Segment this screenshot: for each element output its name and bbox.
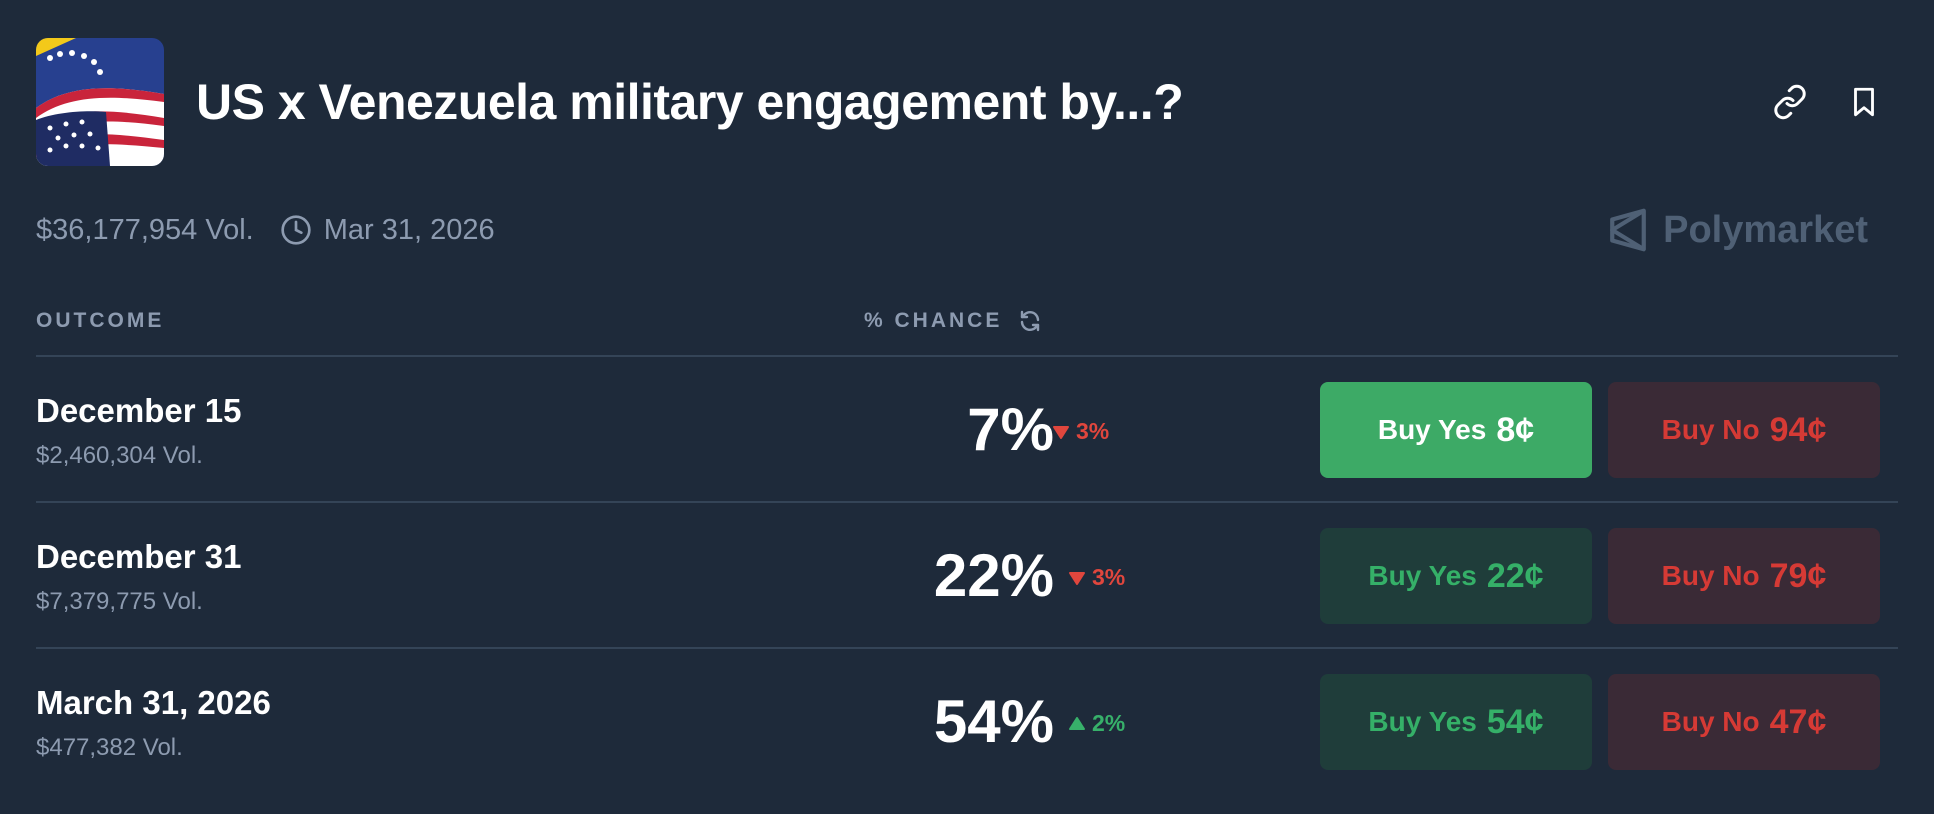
outcome-name: December 15 bbox=[36, 392, 242, 429]
market-header: US x Venezuela military engagement by...… bbox=[36, 38, 1898, 166]
buy-no-button[interactable]: Buy No 47¢ bbox=[1608, 674, 1880, 770]
end-date-text: Mar 31, 2026 bbox=[323, 213, 495, 246]
divider bbox=[36, 501, 1898, 503]
link-icon bbox=[1774, 84, 1806, 120]
buy-yes-button[interactable]: Buy Yes 54¢ bbox=[1320, 674, 1592, 770]
triangle-down-icon bbox=[1069, 571, 1085, 585]
outcome-row-december-31[interactable]: December 31 $7,379,775 Vol. 22% 3% Buy Y… bbox=[36, 508, 1898, 652]
outcome-chance: 7% bbox=[967, 396, 1054, 463]
buy-yes-price: 54¢ bbox=[1486, 702, 1544, 741]
buy-yes-label: Buy Yes bbox=[1368, 706, 1477, 737]
market-volume: $36,177,954 Vol. bbox=[36, 213, 254, 246]
buy-no-price: 79¢ bbox=[1769, 556, 1827, 595]
buy-yes-label: Buy Yes bbox=[1368, 560, 1477, 591]
copy-link-button[interactable] bbox=[1770, 82, 1810, 122]
bookmark-button[interactable] bbox=[1844, 82, 1884, 122]
outcome-volume: $2,460,304 Vol. bbox=[36, 442, 203, 469]
refresh-icon[interactable] bbox=[1018, 309, 1042, 333]
outcome-row-march-31-2026[interactable]: March 31, 2026 $477,382 Vol. 54% 2% Buy … bbox=[36, 654, 1898, 798]
column-headers: OUTCOME % CHANCE bbox=[36, 305, 1898, 337]
outcome-chance: 54% bbox=[933, 688, 1054, 755]
outcome-name: March 31, 2026 bbox=[36, 684, 271, 721]
triangle-up-icon bbox=[1069, 716, 1085, 730]
outcome-change-value: 3% bbox=[1092, 564, 1126, 590]
clock-icon bbox=[281, 215, 311, 245]
outcome-chance: 22% bbox=[933, 542, 1054, 609]
header-actions bbox=[1770, 82, 1884, 122]
outcome-name: December 31 bbox=[36, 538, 242, 575]
market-end-date: Mar 31, 2026 bbox=[280, 214, 495, 247]
buy-no-label: Buy No bbox=[1661, 560, 1760, 591]
buy-yes-price: 8¢ bbox=[1496, 410, 1535, 449]
market-image bbox=[36, 38, 164, 166]
outcome-volume: $477,382 Vol. bbox=[36, 734, 183, 761]
outcome-change: 3% bbox=[1068, 564, 1125, 591]
buy-no-label: Buy No bbox=[1661, 706, 1760, 737]
buy-no-price: 47¢ bbox=[1769, 702, 1827, 741]
chance-column-label: % CHANCE bbox=[864, 309, 1003, 332]
bookmark-icon bbox=[1854, 87, 1874, 117]
outcome-row-december-15[interactable]: December 15 $2,460,304 Vol. 7% 3% Buy Ye… bbox=[36, 362, 1898, 506]
outcome-column-header: OUTCOME bbox=[36, 309, 165, 332]
market-meta: $36,177,954 Vol. Mar 31, 2026 Polymarket bbox=[36, 205, 1898, 255]
triangle-down-icon bbox=[1053, 425, 1069, 439]
buy-yes-label: Buy Yes bbox=[1377, 414, 1487, 445]
divider bbox=[36, 647, 1898, 649]
outcome-change-value: 2% bbox=[1092, 710, 1126, 736]
flag-image-icon bbox=[36, 38, 164, 166]
buy-no-button[interactable]: Buy No 79¢ bbox=[1608, 528, 1880, 624]
outcome-change: 2% bbox=[1068, 710, 1125, 737]
divider bbox=[36, 355, 1898, 357]
buy-yes-button[interactable]: Buy Yes 8¢ bbox=[1320, 382, 1592, 478]
chance-column-header: % CHANCE bbox=[864, 309, 1042, 333]
outcome-volume: $7,379,775 Vol. bbox=[36, 588, 203, 615]
polymarket-logo-icon bbox=[1610, 208, 1646, 252]
buy-yes-button[interactable]: Buy Yes 22¢ bbox=[1320, 528, 1592, 624]
brand-name: Polymarket bbox=[1663, 208, 1868, 251]
polymarket-brand[interactable]: Polymarket bbox=[1607, 207, 1868, 253]
buy-yes-price: 22¢ bbox=[1486, 556, 1544, 595]
buy-no-label: Buy No bbox=[1661, 414, 1760, 445]
outcome-change-value: 3% bbox=[1076, 418, 1110, 444]
buy-no-button[interactable]: Buy No 94¢ bbox=[1608, 382, 1880, 478]
market-title: US x Venezuela military engagement by...… bbox=[196, 74, 1184, 130]
outcome-change: 3% bbox=[1052, 418, 1109, 445]
buy-no-price: 94¢ bbox=[1769, 410, 1827, 449]
